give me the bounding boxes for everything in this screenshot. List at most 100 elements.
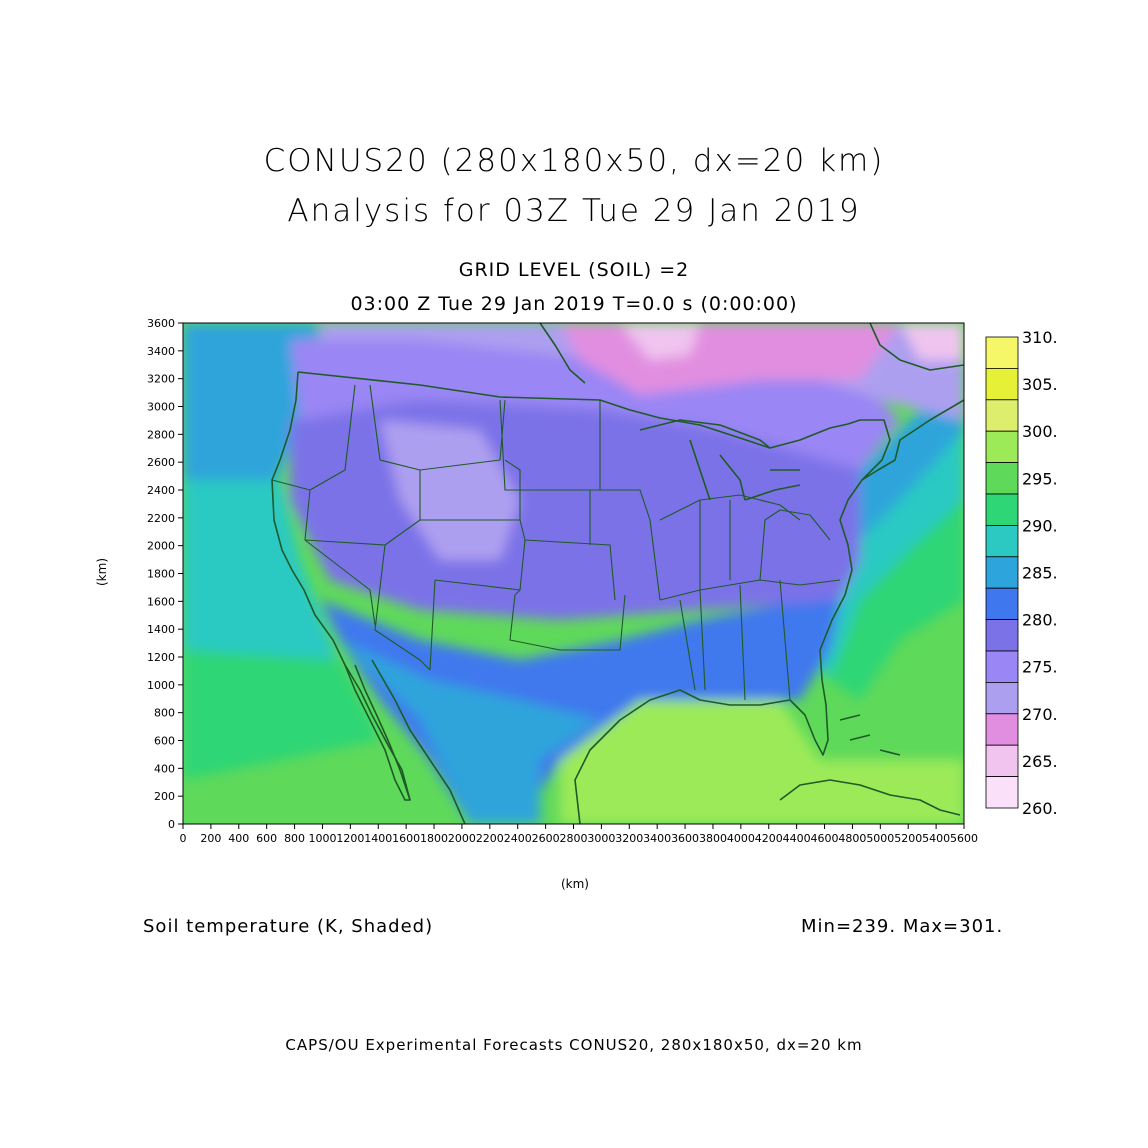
x-tick-label: 1000: [308, 832, 336, 845]
colorbar-swatch: [985, 367, 1019, 401]
x-tick-label: 2800: [560, 832, 588, 845]
y-tick-label: 2000: [147, 540, 175, 553]
y-tick-label: 1600: [147, 595, 175, 608]
variable-label: Soil temperature (K, Shaded): [143, 916, 434, 937]
great-lakes: [639, 419, 801, 501]
cuba-coast: [779, 779, 961, 816]
y-tick-label: 1800: [147, 568, 175, 581]
colorbar-swatch: [985, 462, 1019, 495]
x-tick-label: 4200: [755, 832, 783, 845]
y-tick-label: 400: [154, 762, 175, 775]
y-tick-label: 600: [154, 735, 175, 748]
y-tick-label: 3400: [147, 345, 175, 358]
colorbar-swatch: [985, 650, 1019, 683]
colorbar-label: 260.: [1022, 799, 1058, 818]
x-tick-label: 3400: [643, 832, 671, 845]
x-tick-label: 1200: [336, 832, 364, 845]
x-tick-label: 4000: [727, 832, 755, 845]
footer-credit: CAPS/OU Experimental Forecasts CONUS20, …: [285, 1036, 863, 1054]
x-tick-label: 4600: [811, 832, 839, 845]
east-coast: [819, 419, 891, 681]
colorbar-label: 270.: [1022, 705, 1058, 724]
y-tick-label: 2400: [147, 484, 175, 497]
colorbar-label: 300.: [1022, 422, 1058, 441]
colorbar-label: 305.: [1022, 375, 1058, 394]
state-boundaries: [271, 384, 841, 701]
grid-level-subtitle: GRID LEVEL (SOIL) =2: [458, 259, 690, 281]
x-tick-label: 2400: [504, 832, 532, 845]
hudson-bay-coast: [539, 322, 965, 384]
bahamas: [839, 714, 901, 756]
colorbar: 310. 305. 300. 295. 290. 285. 280. 275. 270. 265.…: [985, 328, 1058, 818]
x-tick-label: 4400: [783, 832, 811, 845]
colorbar-label: 275.: [1022, 658, 1058, 677]
x-tick-label: 200: [200, 832, 221, 845]
colorbar-swatch: [985, 587, 1019, 621]
baja-coast: [344, 664, 411, 801]
y-tick-label: 3600: [147, 317, 175, 330]
main-title-line2: Analysis for 03Z Tue 29 Jan 2019: [287, 193, 861, 229]
colorbar-swatch: [985, 399, 1019, 432]
y-tick-label: 800: [154, 707, 175, 720]
colorbar-label: 285.: [1022, 564, 1058, 583]
x-tick-label: 800: [284, 832, 305, 845]
colorbar-swatch: [985, 556, 1019, 589]
y-axis: 0 200 400 600 800 1000 1200 1400 1600 1800 2000 220…: [147, 317, 183, 831]
x-tick-label: 0: [180, 832, 187, 845]
colorbar-label: 310.: [1022, 328, 1058, 347]
colorbar-label: 280.: [1022, 611, 1058, 630]
new-england-coast: [861, 399, 965, 481]
x-tick-label: 3600: [671, 832, 699, 845]
x-tick-label: 1800: [420, 832, 448, 845]
y-tick-label: 2600: [147, 456, 175, 469]
x-tick-label: 2600: [532, 832, 560, 845]
x-tick-label: 3800: [699, 832, 727, 845]
x-axis: 0 200 400 600 800 1000 1200 1400 1600 1800 2000 220…: [180, 824, 978, 845]
mexico-west-coast: [371, 659, 466, 825]
y-tick-label: 200: [154, 790, 175, 803]
gulf-coast: [574, 679, 829, 825]
west-coast: [271, 371, 411, 801]
y-tick-label: 3000: [147, 401, 175, 414]
y-tick-label: 2200: [147, 512, 175, 525]
y-tick-label: 2800: [147, 428, 175, 441]
time-subtitle: 03:00 Z Tue 29 Jan 2019 T=0.0 s (0:00:00…: [350, 293, 798, 315]
x-tick-label: 600: [256, 832, 277, 845]
x-tick-label: 5200: [894, 832, 922, 845]
colorbar-swatch: [985, 525, 1019, 558]
x-tick-label: 2200: [476, 832, 504, 845]
y-axis-label: (km): [95, 558, 109, 586]
colorbar-swatch: [985, 744, 1019, 778]
x-tick-label: 3200: [615, 832, 643, 845]
colorbar-label: 265.: [1022, 752, 1058, 771]
x-tick-label: 5000: [866, 832, 894, 845]
x-tick-label: 1400: [364, 832, 392, 845]
colorbar-swatch: [985, 776, 1019, 809]
x-tick-label: 400: [228, 832, 249, 845]
x-tick-label: 4800: [838, 832, 866, 845]
x-tick-label: 5600: [950, 832, 978, 845]
y-tick-label: 3200: [147, 373, 175, 386]
y-tick-label: 1200: [147, 651, 175, 664]
coastlines: [271, 322, 965, 825]
x-tick-label: 2000: [448, 832, 476, 845]
y-tick-label: 0: [168, 818, 175, 831]
y-tick-label: 1400: [147, 623, 175, 636]
main-title-line1: CONUS20 (280x180x50, dx=20 km): [263, 143, 885, 179]
colorbar-swatch: [985, 430, 1019, 464]
shaded-field: [183, 323, 964, 824]
colorbar-swatch: [985, 619, 1019, 652]
x-axis-label: (km): [561, 877, 589, 891]
colorbar-label: 295.: [1022, 469, 1058, 488]
x-tick-label: 5400: [922, 832, 950, 845]
x-tick-label: 3000: [587, 832, 615, 845]
colorbar-label: 290.: [1022, 516, 1058, 535]
colorbar-swatch: [985, 713, 1019, 746]
min-max-label: Min=239. Max=301.: [801, 916, 1004, 937]
y-tick-label: 1000: [147, 679, 175, 692]
x-tick-label: 1600: [392, 832, 420, 845]
colorbar-swatch: [985, 493, 1019, 526]
colorbar-swatch: [985, 336, 1019, 369]
colorbar-swatch: [985, 682, 1019, 715]
